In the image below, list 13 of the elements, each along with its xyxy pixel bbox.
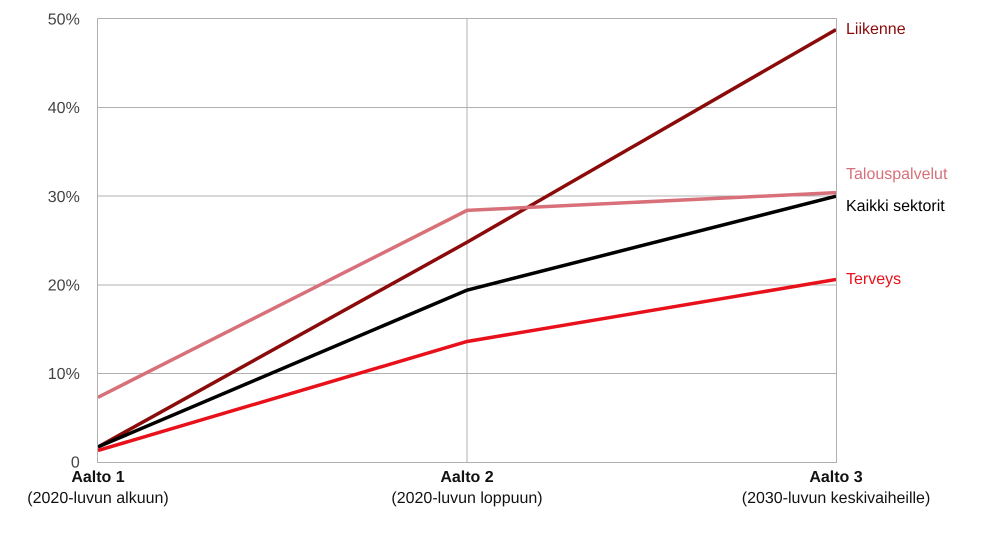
- y-tick-label: 10%: [48, 366, 80, 383]
- series-label: Talouspalvelut: [846, 166, 948, 183]
- x-tick-label: Aalto 2 (2020-luvun loppuun): [391, 469, 543, 507]
- y-tick-label: 30%: [48, 188, 80, 206]
- y-tick-label: 20%: [48, 277, 80, 294]
- y-tick-label: 40%: [48, 100, 80, 118]
- y-tick-label: 0: [70, 454, 80, 472]
- series-label: Kaikki sektorit: [846, 198, 946, 215]
- x-tick-label: Aalto 3 (2030-luvun keskivaiheille): [742, 469, 930, 507]
- x-tick-label: Aalto 1 (2020-luvun alkuun): [27, 469, 169, 507]
- series-label: Liikenne: [846, 21, 906, 38]
- series-label: Terveys: [846, 271, 902, 288]
- y-tick-label: 50%: [48, 12, 80, 29]
